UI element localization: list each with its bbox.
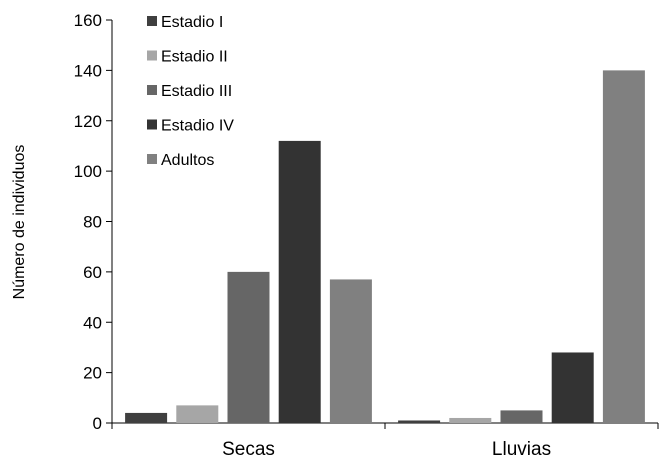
y-axis-title: Número de individuos: [11, 145, 28, 300]
bar-estadio-iv-lluvias: [551, 352, 594, 423]
legend-label: Adultos: [161, 152, 214, 169]
bar-estadio-iii-secas: [227, 271, 270, 423]
bar-estadio-i-secas: [125, 412, 168, 423]
x-tick-label: Secas: [222, 439, 275, 460]
legend-swatch: [147, 154, 157, 164]
x-axis: Secas Lluvias: [111, 422, 659, 460]
y-tick-label: 140: [74, 61, 102, 80]
legend-swatch: [147, 119, 157, 130]
legend-label: Estadio IV: [161, 118, 234, 135]
legend-label: Estadio III: [161, 83, 232, 100]
bars: [125, 70, 645, 423]
y-tick-label: 40: [83, 313, 102, 332]
y-axis: 0 20 40 60 80 100 120 140 160: [74, 11, 113, 433]
x-tick-label: Lluvias: [492, 439, 551, 460]
y-tick-label: 160: [74, 11, 102, 30]
y-tick-label: 80: [83, 213, 102, 232]
legend-swatch: [147, 85, 157, 95]
bar-estadio-iv-secas: [278, 140, 321, 423]
bar-estadio-i-lluvias: [398, 420, 441, 423]
legend-swatch: [147, 50, 157, 61]
bar-adultos-secas: [329, 279, 372, 423]
bar-estadio-iii-lluvias: [500, 410, 543, 423]
y-tick-label: 60: [83, 263, 102, 282]
y-tick-label: 120: [74, 112, 102, 131]
y-tick-label: 0: [93, 414, 102, 433]
legend-label: Estadio I: [161, 14, 223, 31]
legend: Estadio I Estadio II Estadio III Estadio IV…: [147, 14, 234, 169]
y-tick-label: 20: [83, 364, 102, 383]
bar-adultos-lluvias: [602, 70, 645, 423]
legend-swatch: [147, 16, 157, 26]
bar-estadio-ii-secas: [176, 405, 219, 423]
y-tick-label: 100: [74, 162, 102, 181]
bar-estadio-ii-lluvias: [449, 417, 492, 423]
legend-label: Estadio II: [161, 49, 228, 66]
